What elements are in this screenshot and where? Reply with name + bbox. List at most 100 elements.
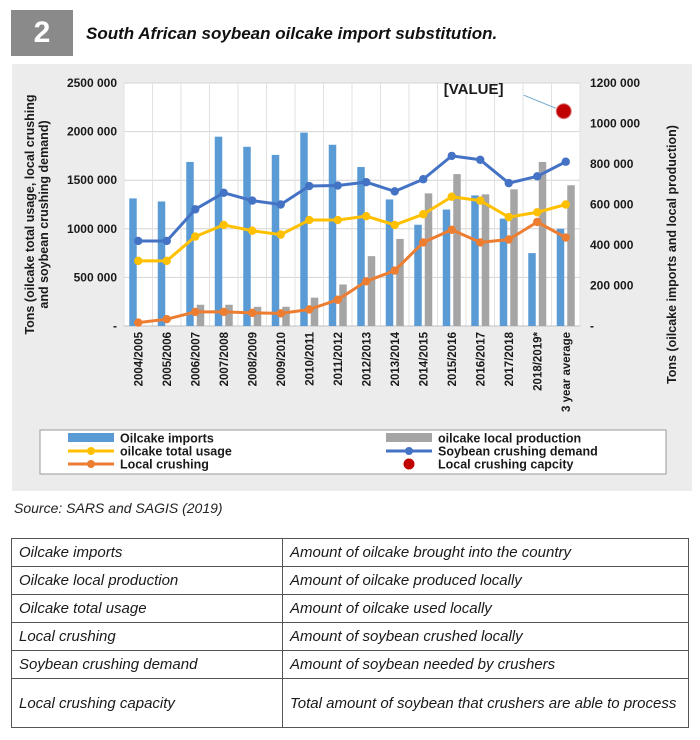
bar-oilcake-imports (442, 209, 451, 326)
legend-swatch (68, 433, 114, 442)
y-right-tick-label: - (590, 319, 594, 333)
bar-oilcake-imports (328, 144, 337, 326)
bar-oilcake-imports (157, 201, 166, 326)
x-tick-label: 2014/2015 (418, 331, 430, 386)
definition-row: Oilcake local production Amount of oilcak… (11, 566, 689, 595)
definition-term: Soybean crushing demand (11, 650, 283, 679)
point-oilcake-total-usage (419, 210, 428, 219)
bar-oilcake-imports (300, 132, 308, 326)
bar-oilcake-local-production (282, 306, 290, 326)
legend-label: Oilcake imports (120, 432, 214, 446)
point-oilcake-total-usage (362, 211, 371, 221)
point-oilcake-total-usage (561, 200, 570, 209)
point-soybean-crushing-demand (362, 177, 371, 187)
bar-oilcake-imports (385, 199, 394, 326)
bar-oilcake-local-production (339, 284, 347, 326)
bar-oilcake-imports (414, 224, 422, 326)
x-tick-label: 2010/2011 (304, 331, 316, 385)
legend-label: oilcake total usage (120, 445, 232, 459)
bar-oilcake-imports (556, 228, 565, 326)
definition-text: Amount of oilcake produced locally (282, 566, 689, 595)
x-tick-label: 2005/2006 (162, 332, 174, 386)
point-local-crushing (248, 308, 257, 318)
point-local-crushing (447, 225, 456, 234)
bar-oilcake-local-production (367, 256, 376, 326)
legend-swatch (403, 458, 415, 470)
bar-oilcake-local-production (225, 304, 233, 326)
x-tick-label: 2012/2013 (361, 332, 373, 386)
x-tick-label: 3 year average (561, 332, 573, 412)
point-oilcake-total-usage (390, 220, 399, 230)
definition-term: Local crushing capacity (11, 678, 283, 728)
x-tick-label: 2011/2012 (333, 332, 345, 386)
source-note: Source: SARS and SAGIS (2019) (14, 500, 223, 516)
bar-oilcake-imports (499, 218, 508, 326)
point-soybean-crushing-demand (447, 151, 456, 161)
chart-panel: - 500 000 1000 000 1500 000 2000 000 2500 000… (12, 64, 692, 491)
legend-label: Soybean crushing demand (438, 445, 598, 459)
x-tick-label: 2007/2008 (219, 331, 231, 386)
point-soybean-crushing-demand (561, 157, 570, 166)
legend-box (39, 429, 667, 475)
point-local-crushing (390, 266, 399, 275)
point-soybean-crushing-demand (248, 196, 257, 205)
combo-chart: - 500 000 1000 000 1500 000 2000 000 2500 000… (23, 76, 679, 475)
definition-term: Oilcake imports (11, 538, 283, 567)
bar-oilcake-imports (528, 253, 536, 326)
bar-oilcake-local-production (310, 297, 319, 326)
annotation-leader-line (523, 94, 556, 109)
legend-swatch (386, 433, 432, 442)
y-left-tick-label: 2000 000 (67, 125, 117, 139)
y-left-tick-label: 500 000 (74, 270, 118, 284)
y-right-tick-label: 1000 000 (590, 117, 640, 131)
definition-row: Oilcake total usage Amount of oilcake use… (11, 594, 689, 623)
point-soybean-crushing-demand (191, 205, 200, 214)
definition-term: Local crushing (11, 622, 283, 651)
definition-text: Amount of oilcake brought into the count… (282, 538, 689, 567)
legend-label: Local crushing (120, 458, 209, 472)
point-local-crushing (191, 307, 200, 317)
legend-swatch (87, 447, 95, 455)
bar-oilcake-local-production (424, 193, 433, 326)
point-oilcake-total-usage (333, 215, 342, 225)
point-oilcake-total-usage (447, 192, 456, 201)
legend-label: oilcake local production (438, 432, 581, 446)
bar-oilcake-imports (214, 136, 223, 326)
point-local-crushing (362, 277, 371, 286)
point-soybean-crushing-demand (134, 236, 143, 246)
point-local-crushing (219, 307, 228, 317)
point-oilcake-total-usage (134, 256, 143, 266)
y-left-tick-label: 2500 000 (67, 76, 117, 90)
definition-row: Oilcake imports Amount of oilcake brought… (11, 538, 689, 567)
bar-oilcake-imports (186, 161, 194, 326)
legend-label: Local crushing capcity (438, 458, 574, 472)
point-local-crushing (134, 318, 143, 327)
definition-text: Total amount of soybean that crushers ar… (282, 678, 689, 728)
bar-oilcake-imports (471, 195, 479, 326)
x-tick-label: 2004/2005 (133, 331, 145, 386)
definition-row: Soybean crushing demand Amount of soybean… (11, 650, 689, 679)
data-label-annotation: [VALUE] (444, 81, 504, 98)
point-local-crushing (162, 314, 171, 324)
point-oilcake-total-usage (248, 226, 257, 235)
point-local-crushing (533, 217, 542, 227)
y-left-tick-label: 1500 000 (67, 173, 117, 187)
figure-number-badge: 2 (11, 10, 73, 56)
x-tick-label: 2013/2014 (390, 331, 402, 386)
definition-term: Oilcake total usage (11, 594, 283, 623)
y-left-tick-label: - (113, 319, 117, 333)
x-tick-label: 2008/2009 (247, 332, 259, 386)
definition-row: Local crushing Amount of soybean crushed … (11, 622, 689, 651)
bar-oilcake-imports (357, 167, 365, 326)
point-oilcake-total-usage (191, 232, 200, 241)
point-oilcake-total-usage (533, 208, 542, 217)
definition-text: Amount of oilcake used locally (282, 594, 689, 623)
definition-term: Oilcake local production (11, 566, 283, 595)
x-tick-label: 2017/2018 (504, 331, 516, 386)
x-tick-label: 2009/2010 (276, 332, 288, 386)
point-soybean-crushing-demand (305, 181, 314, 191)
x-tick-label: 2016/2017 (475, 332, 487, 386)
definition-text: Amount of soybean needed by crushers (282, 650, 689, 679)
bar-oilcake-imports (129, 198, 137, 326)
point-local-crushing (333, 295, 342, 304)
